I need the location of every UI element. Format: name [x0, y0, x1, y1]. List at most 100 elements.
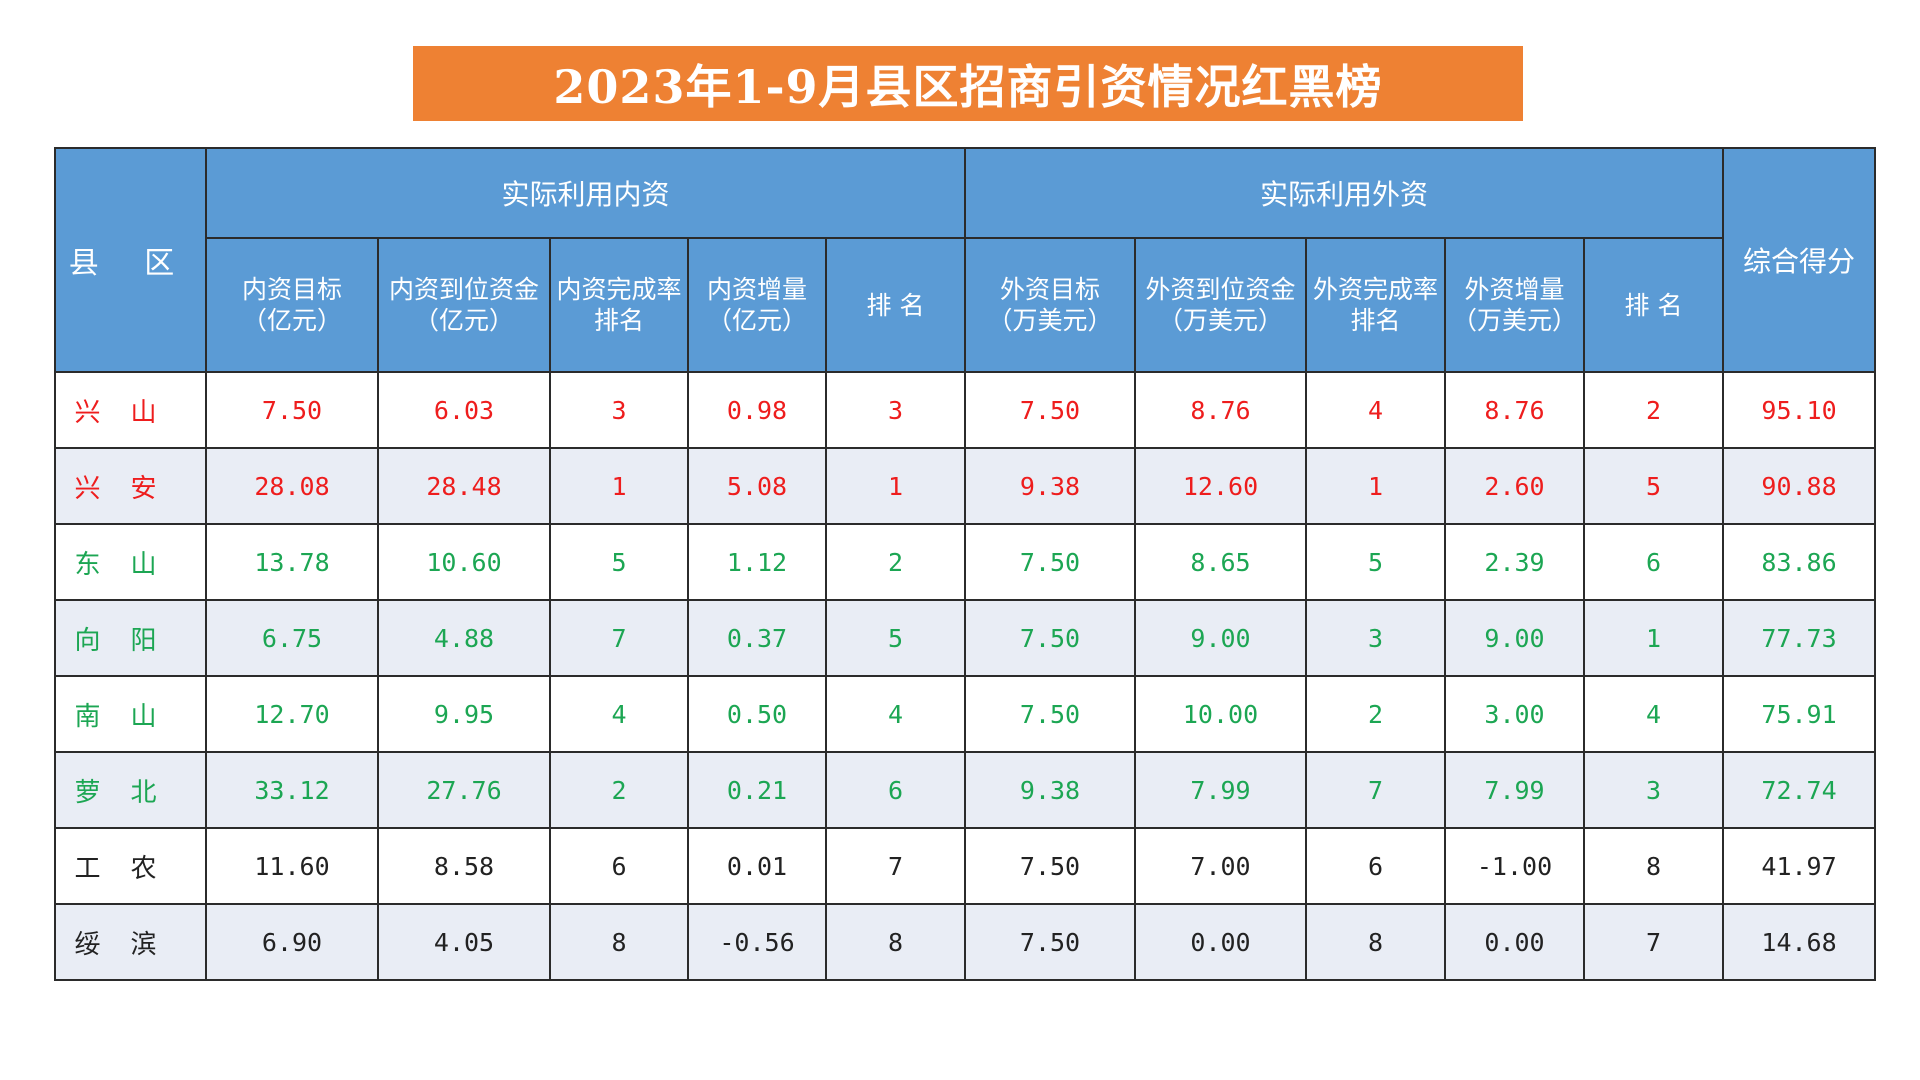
data-cell: 6	[1583, 523, 1725, 601]
data-cell: 9.38	[964, 447, 1137, 525]
data-cell: 0.21	[687, 751, 827, 829]
county-name: 兴安	[54, 447, 207, 525]
data-cell: 2	[1305, 675, 1447, 753]
domestic-group-header: 实际利用内资	[204, 147, 967, 239]
data-cell: 5.08	[687, 447, 827, 525]
data-cell: 2.39	[1444, 523, 1586, 601]
data-cell: 0.00	[1134, 903, 1308, 981]
data-cell: 7	[1583, 903, 1725, 981]
column-header-line: （万美元）	[1158, 306, 1284, 335]
data-cell: 9.00	[1134, 599, 1308, 677]
column-header: 内资目标 （亿元）	[205, 237, 379, 373]
table-body: 兴山 7.50 6.03 3 0.98 3 7.50 8.76 4 8.76 2 95.10 兴安 28.…	[54, 371, 1877, 981]
ranking-table: 县 区 实际利用内资 实际利用外资 综合得分 内资目标 （亿元） 内资到位资金 （亿元…	[54, 147, 1877, 981]
data-cell: 1	[549, 447, 689, 525]
county-name: 向阳	[54, 599, 207, 677]
column-header: 内资到位资金 （亿元）	[377, 237, 551, 373]
data-cell: 6	[549, 827, 689, 905]
data-cell: 8.76	[1444, 371, 1586, 449]
data-cell: 10.00	[1134, 675, 1308, 753]
data-cell: 0.37	[687, 599, 827, 677]
data-cell: 7.50	[964, 827, 1137, 905]
data-cell: 13.78	[205, 523, 379, 601]
data-cell: 7.50	[964, 523, 1137, 601]
table-row: 绥滨 6.90 4.05 8 -0.56 8 7.50 0.00 8 0.00 7 14.68	[54, 903, 1877, 981]
score-cell: 41.97	[1722, 827, 1877, 905]
score-cell: 75.91	[1722, 675, 1877, 753]
column-header: 外资完成率 排名	[1305, 237, 1447, 373]
data-cell: 5	[1583, 447, 1725, 525]
table-row: 工农 11.60 8.58 6 0.01 7 7.50 7.00 6 -1.00 8 41.97	[54, 827, 1877, 905]
score-cell: 72.74	[1722, 751, 1877, 829]
data-cell: 3	[549, 371, 689, 449]
data-cell: 2	[824, 523, 967, 601]
column-header-line: 外资完成率	[1313, 275, 1439, 304]
data-cell: 7.99	[1134, 751, 1308, 829]
county-name: 萝北	[54, 751, 207, 829]
column-header-line: 排名	[1350, 306, 1401, 335]
data-cell: 11.60	[205, 827, 379, 905]
data-cell: 27.76	[377, 751, 551, 829]
data-cell: 6	[824, 751, 967, 829]
data-cell: 9.00	[1444, 599, 1586, 677]
table-row: 南山 12.70 9.95 4 0.50 4 7.50 10.00 2 3.00 4 75.91	[54, 675, 1877, 753]
table-row: 兴山 7.50 6.03 3 0.98 3 7.50 8.76 4 8.76 2 95.10	[54, 371, 1877, 449]
data-cell: 1	[1305, 447, 1447, 525]
data-cell: 2	[1583, 371, 1725, 449]
data-cell: 0.00	[1444, 903, 1586, 981]
column-header: 外资到位资金 （万美元）	[1134, 237, 1308, 373]
data-cell: 6.75	[205, 599, 379, 677]
data-cell: 4.05	[377, 903, 551, 981]
data-cell: 8.76	[1134, 371, 1308, 449]
data-cell: 7	[549, 599, 689, 677]
table-row: 萝北 33.12 27.76 2 0.21 6 9.38 7.99 7 7.99 3 72.74	[54, 751, 1877, 829]
column-header-line: 外资目标	[1000, 275, 1101, 304]
column-header-line: 内资增量	[706, 275, 807, 304]
data-cell: 3	[1583, 751, 1725, 829]
data-cell: 7	[1305, 751, 1447, 829]
column-header: 内资增量 （亿元）	[687, 237, 827, 373]
data-cell: 7.50	[964, 675, 1137, 753]
county-name: 工农	[54, 827, 207, 905]
data-cell: 8.58	[377, 827, 551, 905]
column-header-line: （万美元）	[987, 306, 1113, 335]
data-cell: 7.00	[1134, 827, 1308, 905]
data-cell: 8	[824, 903, 967, 981]
data-cell: 6.03	[377, 371, 551, 449]
column-header-line: 外资到位资金	[1145, 275, 1296, 304]
column-header: 外资目标 （万美元）	[964, 237, 1137, 373]
data-cell: 4.88	[377, 599, 551, 677]
data-cell: 4	[549, 675, 689, 753]
data-cell: 1	[824, 447, 967, 525]
data-cell: 9.38	[964, 751, 1137, 829]
data-cell: 12.60	[1134, 447, 1308, 525]
data-cell: -1.00	[1444, 827, 1586, 905]
data-cell: 33.12	[205, 751, 379, 829]
subheader-row: 内资目标 （亿元） 内资到位资金 （亿元） 内资完成率 排名 内资增量 （亿元）排 名外资目标…	[55, 237, 1875, 373]
data-cell: 5	[824, 599, 967, 677]
data-cell: 0.98	[687, 371, 827, 449]
column-header-line: 排 名	[866, 290, 925, 320]
data-cell: 12.70	[205, 675, 379, 753]
column-header-line: 内资完成率	[556, 275, 682, 304]
data-cell: 8	[1305, 903, 1447, 981]
data-cell: 6.90	[205, 903, 379, 981]
data-cell: 4	[1305, 371, 1447, 449]
data-cell: 8.65	[1134, 523, 1308, 601]
column-header-line: （万美元）	[1452, 306, 1578, 335]
data-cell: 1	[1583, 599, 1725, 677]
data-cell: 10.60	[377, 523, 551, 601]
county-column-header: 县 区	[54, 147, 207, 373]
page-title: 2023年1-9月县区招商引资情况红黑榜	[413, 46, 1523, 121]
data-cell: 8	[549, 903, 689, 981]
table-row: 向阳 6.75 4.88 7 0.37 5 7.50 9.00 3 9.00 1 77.73	[54, 599, 1877, 677]
data-cell: 7.99	[1444, 751, 1586, 829]
foreign-group-header: 实际利用外资	[964, 147, 1725, 239]
column-header-line: 内资到位资金	[388, 275, 539, 304]
data-cell: 7.50	[205, 371, 379, 449]
data-cell: 8	[1583, 827, 1725, 905]
data-cell: 7	[824, 827, 967, 905]
data-cell: 4	[824, 675, 967, 753]
column-header-line: 排名	[593, 306, 644, 335]
column-header-line: 外资增量	[1464, 275, 1565, 304]
